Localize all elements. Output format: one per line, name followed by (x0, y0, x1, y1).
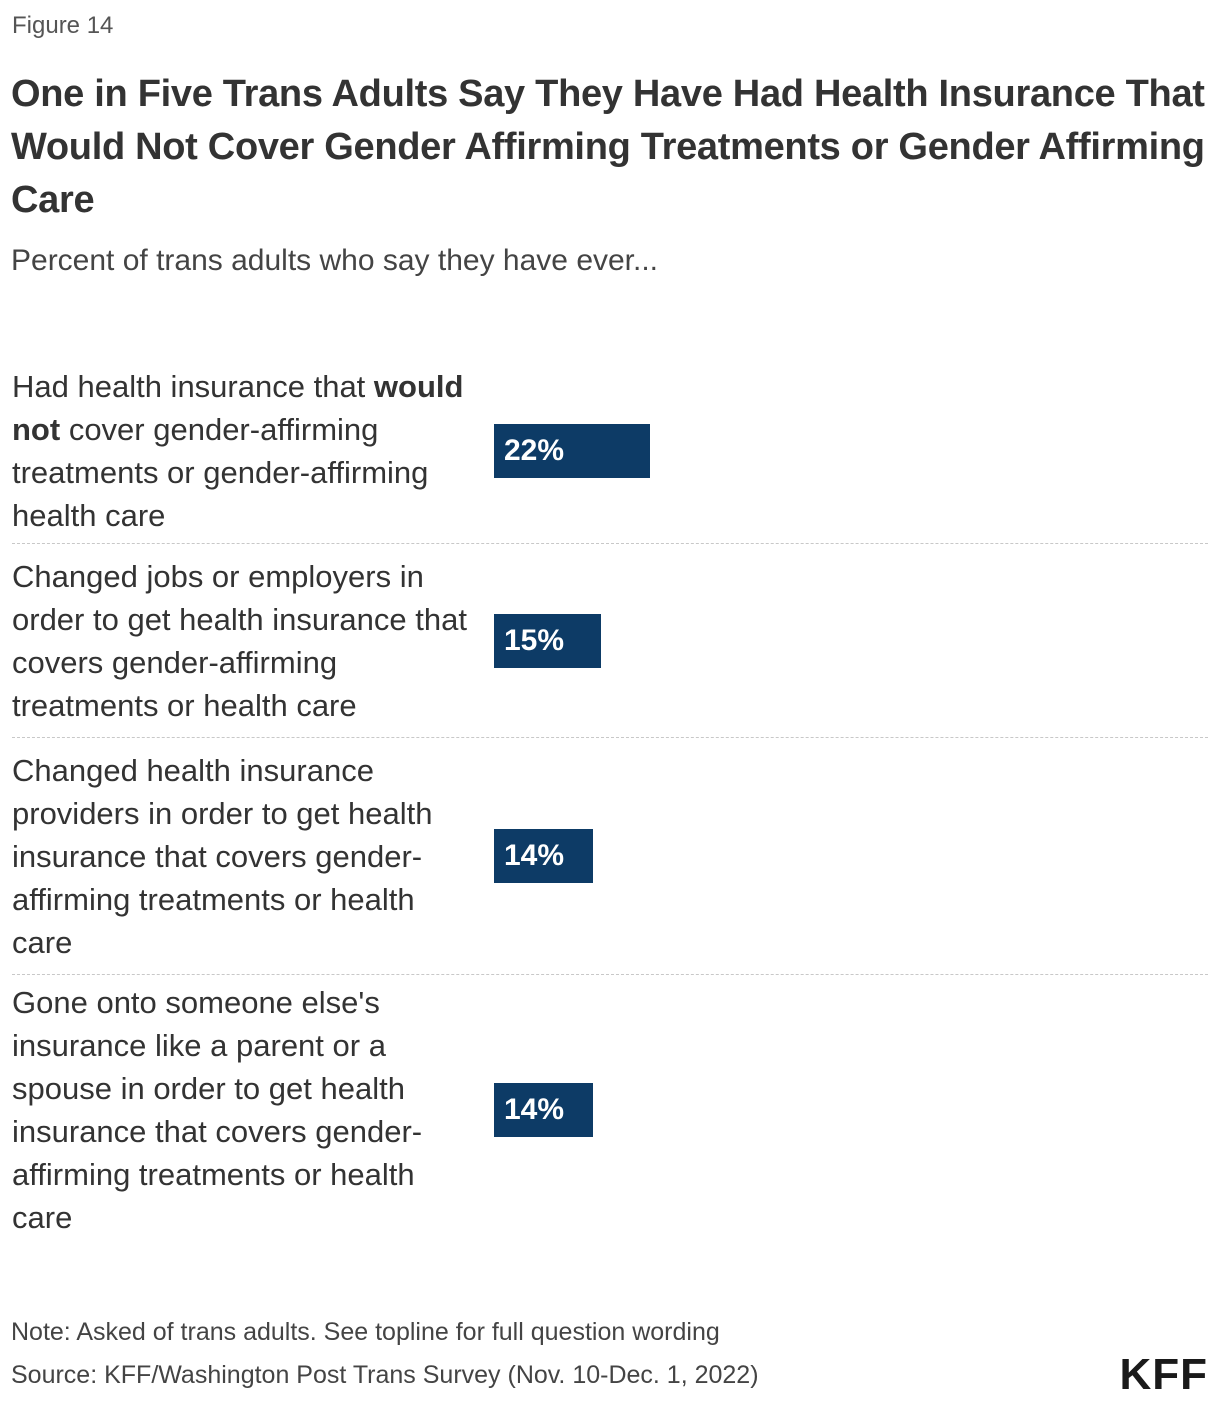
category-label-text: Had health insurance that (12, 368, 374, 404)
bar-row: Had health insurance that would not cove… (12, 358, 1208, 544)
category-label: Had health insurance that would not cove… (12, 359, 482, 543)
bar: 15% (494, 613, 601, 668)
bar-value-label: 22% (504, 433, 565, 467)
bar: 22% (494, 423, 651, 478)
bar-row: Changed jobs or employers in order to ge… (12, 544, 1208, 738)
category-label: Changed health insurance providers in or… (12, 743, 482, 970)
chart-title: One in Five Trans Adults Say They Have H… (11, 73, 1205, 221)
bar-track: 22% (494, 358, 1208, 543)
figure-label: Figure 14 (12, 12, 114, 39)
category-label-text: Changed health insurance providers in or… (12, 752, 433, 960)
category-label-text: Gone onto someone else's insurance like … (12, 985, 423, 1235)
bar-track: 14% (494, 975, 1208, 1245)
bar-row: Changed health insurance providers in or… (12, 738, 1208, 975)
bar-value-label: 14% (504, 839, 565, 872)
kff-logo: KFF (1119, 1350, 1208, 1399)
bar-row: Gone onto someone else's insurance like … (12, 975, 1208, 1245)
bar-value-label: 14% (504, 1093, 565, 1126)
category-label: Gone onto someone else's insurance like … (12, 975, 482, 1245)
category-label: Changed jobs or employers in order to ge… (12, 549, 482, 733)
category-label-text: Changed jobs or employers in order to ge… (12, 558, 467, 723)
chart-note: Note: Asked of trans adults. See topline… (11, 1318, 720, 1346)
chart-source: Source: KFF/Washington Post Trans Survey… (11, 1361, 759, 1389)
chart-subtitle: Percent of trans adults who say they hav… (11, 244, 659, 277)
bar-track: 14% (494, 738, 1208, 974)
category-label-emphasis: would not (12, 368, 464, 447)
bar: 14% (494, 829, 594, 883)
bar-track: 15% (494, 544, 1208, 737)
category-label-text: cover gender-affirming treatments or gen… (12, 411, 429, 533)
bar-value-label: 15% (504, 623, 565, 657)
bar-chart: Had health insurance that would not cove… (12, 358, 1208, 1245)
bar: 14% (494, 1083, 594, 1137)
